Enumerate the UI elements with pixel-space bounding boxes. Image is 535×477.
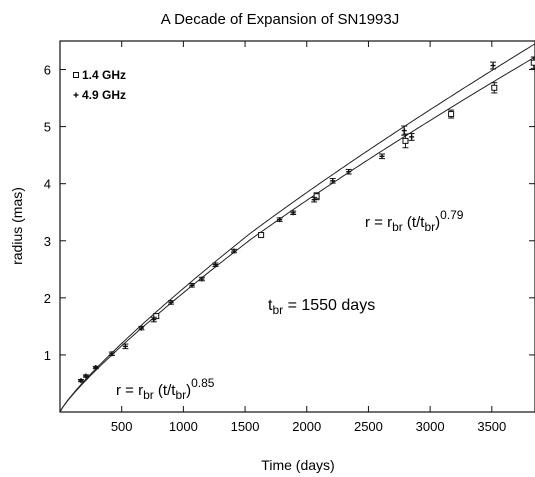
legend-label-4-9ghz: 4.9 GHz: [82, 88, 126, 102]
y-tick-label: 3: [44, 234, 51, 249]
y-tick-label: 6: [44, 63, 51, 78]
axis-ticks: 500 1000 1500 2000 2500 3000 3500 1 2 3 4 5 6: [44, 41, 535, 434]
data-point-4-9ghz: [122, 343, 129, 350]
data-point-4-9ghz: [290, 210, 297, 216]
data-point-4-9ghz: [212, 262, 219, 268]
power-law-before-annotation: r = rbr (t/tbr)0.85: [116, 376, 215, 402]
fit-curve-2: [59, 56, 535, 412]
break-time-annotation: tbr = 1550 days: [268, 297, 375, 317]
legend: 1.4 GHz 4.9 GHz: [73, 68, 126, 102]
data-point-4-9ghz: [82, 373, 89, 379]
data-point-1-4ghz: [491, 82, 498, 94]
data-point-4-9ghz: [108, 351, 115, 357]
fit-curves: [59, 43, 535, 412]
plot-frame: [59, 40, 535, 413]
fit-curve-1: [59, 43, 535, 412]
data-point-4-9ghz: [345, 168, 352, 175]
legend-marker-4-9ghz: [73, 92, 79, 98]
data-point-1-4ghz: [153, 313, 160, 320]
data-point-4-9ghz: [150, 316, 157, 323]
x-tick-label: 1000: [169, 419, 198, 434]
data-point-4-9ghz: [311, 196, 318, 203]
data-point-4-9ghz: [490, 61, 497, 70]
data-points: [77, 56, 535, 384]
x-tick-label: 3500: [477, 419, 506, 434]
data-point-4-9ghz: [77, 378, 84, 384]
x-tick-label: 2500: [354, 419, 383, 434]
data-point-4-9ghz: [329, 178, 336, 184]
legend-label-1-4ghz: 1.4 GHz: [82, 68, 126, 82]
y-tick-label: 5: [44, 120, 51, 135]
y-tick-label: 2: [44, 291, 51, 306]
data-point-1-4ghz: [258, 232, 265, 239]
x-tick-label: 2000: [292, 419, 321, 434]
data-point-4-9ghz: [408, 132, 415, 141]
x-tick-label: 1500: [231, 419, 260, 434]
data-point-4-9ghz: [230, 248, 237, 254]
data-point-4-9ghz: [401, 125, 408, 136]
power-law-after-annotation: r = rbr (t/tbr)0.79: [365, 208, 464, 234]
legend-marker-1-4ghz: [73, 72, 79, 78]
y-tick-label: 1: [44, 348, 51, 363]
data-point-4-9ghz: [198, 276, 205, 282]
data-point-4-9ghz: [168, 299, 175, 305]
data-point-4-9ghz: [92, 364, 99, 370]
data-point-1-4ghz: [402, 133, 409, 149]
data-point-4-9ghz: [276, 217, 283, 223]
y-axis-label: radius (mas): [9, 187, 25, 265]
data-point-4-9ghz: [138, 325, 145, 331]
x-axis-label: Time (days): [261, 457, 334, 473]
y-tick-label: 4: [44, 177, 51, 192]
data-point-1-4ghz: [448, 109, 455, 119]
data-point-4-9ghz: [379, 153, 386, 160]
x-tick-label: 500: [111, 419, 133, 434]
data-point-1-4ghz: [530, 56, 535, 69]
chart-title: A Decade of Expansion of SN1993J: [161, 11, 400, 28]
x-tick-label: 3000: [416, 419, 445, 434]
data-point-4-9ghz: [189, 282, 196, 288]
